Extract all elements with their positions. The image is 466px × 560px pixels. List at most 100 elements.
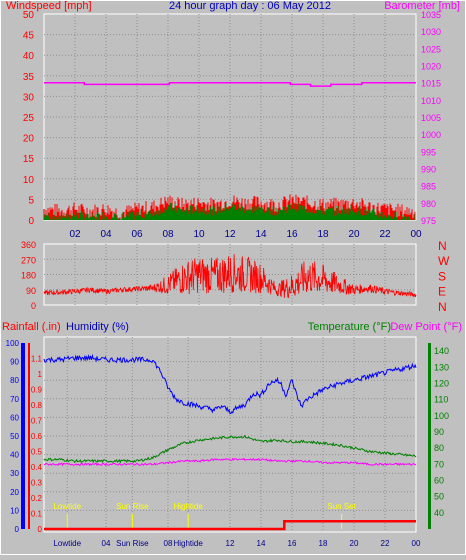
humidity-ytick-label: 80 bbox=[10, 376, 19, 385]
humidity-axis-label: Humidity (%) bbox=[66, 321, 129, 333]
humidity-ytick-label: 70 bbox=[10, 395, 19, 404]
wind-xtick-label: 02 bbox=[69, 229, 81, 240]
wind-ytick-label: 40 bbox=[23, 51, 35, 62]
direction-ytick-label: 90 bbox=[26, 286, 36, 296]
rainfall-ytick-label: 0.9 bbox=[31, 386, 43, 395]
climate-xtick-label: 12 bbox=[226, 539, 235, 548]
rainfall-ytick-label: 0.3 bbox=[31, 479, 43, 488]
barometer-ytick-label: 980 bbox=[421, 199, 436, 209]
wind-ytick-label: 35 bbox=[23, 72, 35, 83]
humidity-ytick-label: 100 bbox=[6, 339, 20, 348]
barometer-ytick-label: 1005 bbox=[421, 113, 441, 123]
climate-xtick-label: 18 bbox=[319, 539, 328, 548]
temperature-ytick-label: 40 bbox=[434, 508, 444, 518]
humidity-ytick-label: 50 bbox=[10, 432, 19, 441]
compass-label: E bbox=[438, 285, 446, 299]
temperature-ytick-label: 50 bbox=[434, 492, 444, 502]
rainfall-ytick-label: 0 bbox=[38, 525, 43, 534]
humidity-ytick-label: 20 bbox=[10, 488, 19, 497]
climate-xtick-label: Lowtide bbox=[53, 539, 81, 548]
wind-ytick-label: 0 bbox=[28, 216, 34, 227]
barometer-ytick-label: 1000 bbox=[421, 130, 441, 140]
dewpoint-series bbox=[43, 457, 417, 467]
rainfall-ytick-label: 1 bbox=[38, 370, 43, 379]
climate-xtick-label: 00 bbox=[412, 539, 421, 548]
rainfall-axis-label: Rainfall (.in) bbox=[2, 321, 61, 333]
wind-xtick-label: 22 bbox=[379, 229, 391, 240]
wind-ytick-label: 25 bbox=[23, 113, 35, 124]
humidity-ytick-label: 0 bbox=[15, 525, 20, 534]
wind-xtick-label: 10 bbox=[193, 229, 205, 240]
wind-axis-label: Windspeed [mph] bbox=[6, 0, 92, 12]
climate-xtick-label: 14 bbox=[257, 539, 266, 548]
wind-direction-series bbox=[43, 254, 417, 299]
barometer-ytick-label: 1035 bbox=[421, 10, 441, 20]
direction-ytick-label: 180 bbox=[21, 271, 36, 281]
temperature-ytick-label: 90 bbox=[434, 427, 444, 437]
barometer-ytick-label: 975 bbox=[421, 216, 436, 226]
humidity-series bbox=[43, 353, 417, 415]
barometer-series bbox=[44, 81, 416, 87]
barometer-ytick-label: 1030 bbox=[421, 27, 441, 37]
wind-xtick-label: 08 bbox=[162, 229, 174, 240]
barometer-ytick-label: 985 bbox=[421, 182, 436, 192]
wind-ytick-label: 5 bbox=[28, 195, 34, 206]
barometer-ytick-label: 990 bbox=[421, 165, 436, 175]
wind-ytick-label: 20 bbox=[23, 134, 35, 145]
rainfall-ytick-label: 0.4 bbox=[31, 463, 43, 472]
humidity-ytick-label: 40 bbox=[10, 451, 19, 460]
wind-ytick-label: 45 bbox=[23, 31, 35, 42]
climate-xtick-label: 20 bbox=[350, 539, 359, 548]
rainfall-ytick-label: 0.5 bbox=[31, 448, 43, 457]
wind-xtick-label: 12 bbox=[224, 229, 236, 240]
climate-xtick-label: 08 bbox=[164, 539, 173, 548]
rainfall-ytick-label: 0.2 bbox=[31, 494, 43, 503]
temperature-ytick-label: 120 bbox=[434, 378, 449, 388]
temperature-axis-label: Temperature (°F) bbox=[308, 321, 391, 333]
wind-ytick-label: 50 bbox=[23, 10, 35, 21]
compass-label: W bbox=[438, 254, 450, 268]
rainfall-series bbox=[44, 520, 416, 531]
rainfall-ytick-label: 0.8 bbox=[31, 401, 43, 410]
chart-layer: 0510152025303540455097598098599099510001… bbox=[6, 10, 450, 548]
wind-xtick-label: 20 bbox=[348, 229, 360, 240]
temperature-ytick-label: 110 bbox=[434, 395, 448, 405]
wind-xtick-label: 16 bbox=[286, 229, 298, 240]
barometer-ytick-label: 995 bbox=[421, 147, 436, 157]
temperature-ytick-label: 60 bbox=[434, 475, 444, 485]
direction-ytick-label: 0 bbox=[31, 301, 36, 311]
humidity-ytick-label: 90 bbox=[10, 358, 19, 367]
direction-ytick-label: 270 bbox=[21, 255, 36, 265]
rainfall-ytick-label: 0.7 bbox=[31, 417, 43, 426]
wind-xtick-label: 00 bbox=[410, 229, 422, 240]
rainfall-axis-bar bbox=[28, 343, 30, 529]
wind-xtick-label: 14 bbox=[255, 229, 267, 240]
event-marker-label: Hightide bbox=[173, 502, 203, 511]
wind-xtick-label: 18 bbox=[317, 229, 329, 240]
climate-xtick-label: 16 bbox=[288, 539, 297, 548]
compass-label: S bbox=[438, 269, 446, 283]
temperature-ytick-label: 70 bbox=[434, 459, 444, 469]
direction-ytick-label: 360 bbox=[21, 240, 36, 250]
wind-ytick-label: 15 bbox=[23, 154, 35, 165]
humidity-axis-bar bbox=[21, 343, 25, 529]
barometer-ytick-label: 1020 bbox=[421, 62, 441, 72]
wind-ytick-label: 10 bbox=[23, 175, 35, 186]
temperature-ytick-label: 130 bbox=[434, 362, 449, 372]
humidity-ytick-label: 10 bbox=[10, 506, 19, 515]
event-marker-label: Sun Set bbox=[327, 502, 356, 511]
climate-xtick-label: 22 bbox=[381, 539, 390, 548]
barometer-ytick-label: 1025 bbox=[421, 44, 441, 54]
barometer-ytick-label: 1015 bbox=[421, 79, 441, 89]
barometer-axis-label: Barometer [mb] bbox=[384, 0, 460, 12]
wind-xtick-label: 06 bbox=[131, 229, 143, 240]
temperature-ytick-label: 140 bbox=[434, 346, 449, 356]
wind-xtick-label: 04 bbox=[100, 229, 112, 240]
wind-ytick-label: 30 bbox=[23, 92, 35, 103]
event-marker-label: Lowtide bbox=[53, 502, 81, 511]
chart-title: 24 hour graph day : 06 May 2012 bbox=[169, 0, 331, 12]
climate-xtick-label: 04 bbox=[102, 539, 111, 548]
rainfall-ytick-label: 1.1 bbox=[31, 355, 43, 364]
